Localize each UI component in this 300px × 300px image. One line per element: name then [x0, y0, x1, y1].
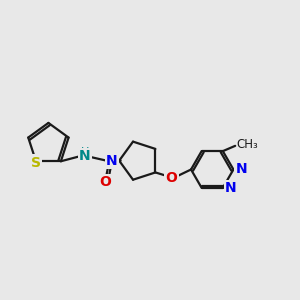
Text: O: O — [166, 171, 178, 185]
Text: N: N — [106, 154, 118, 168]
Text: N: N — [79, 149, 91, 163]
Text: H: H — [81, 147, 89, 157]
Text: S: S — [31, 156, 41, 170]
Text: CH₃: CH₃ — [237, 139, 258, 152]
Text: N: N — [236, 163, 248, 176]
Text: N: N — [225, 182, 237, 195]
Text: O: O — [100, 176, 112, 190]
